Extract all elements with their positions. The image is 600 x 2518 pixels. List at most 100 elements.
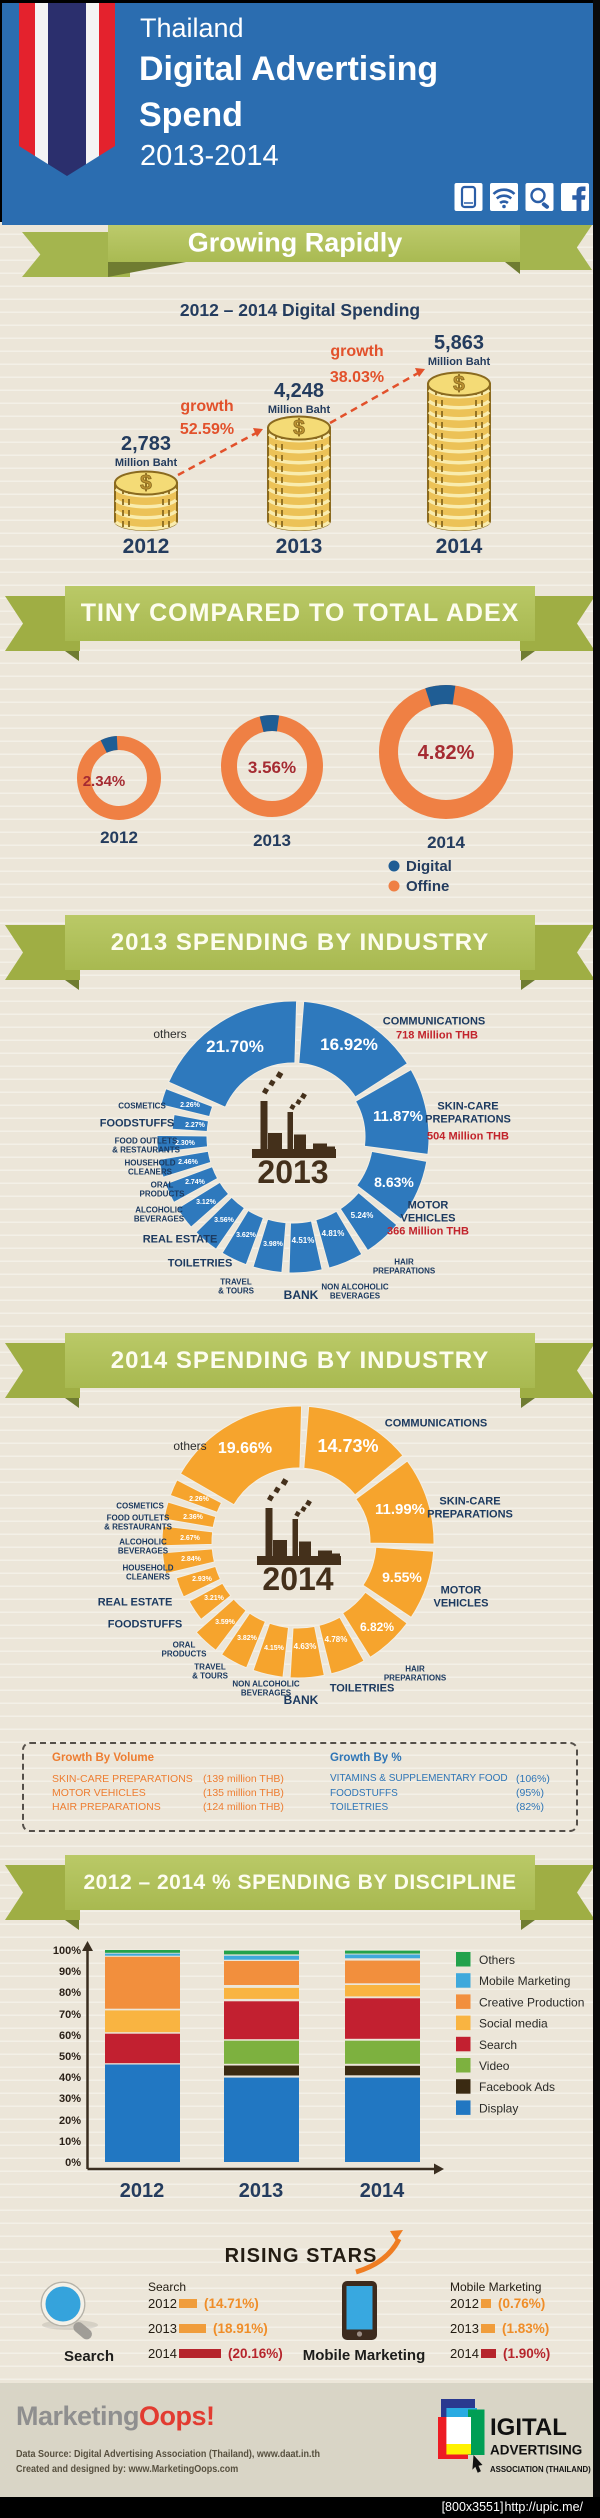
- svg-text:90%: 90%: [59, 1966, 81, 1978]
- svg-text:2.84%: 2.84%: [181, 1556, 202, 1563]
- svg-text:Facebook Ads: Facebook Ads: [479, 2080, 555, 2094]
- svg-text:Million Baht: Million Baht: [428, 356, 491, 368]
- svg-text:2014: 2014: [148, 2346, 177, 2361]
- svg-text:2.93%: 2.93%: [192, 1576, 213, 1583]
- svg-text:3.62%: 3.62%: [236, 1232, 257, 1239]
- svg-text:(18.91%): (18.91%): [213, 2321, 268, 2336]
- svg-text:100%: 100%: [53, 1945, 81, 1957]
- svg-text:Mobile Marketing: Mobile Marketing: [450, 2280, 541, 2294]
- svg-text:11.87%: 11.87%: [373, 1108, 423, 1125]
- svg-text:6.82%: 6.82%: [360, 1620, 394, 1634]
- svg-text:2.26%: 2.26%: [180, 1102, 201, 1109]
- svg-text:RISING STARS: RISING STARS: [225, 2245, 378, 2267]
- svg-text:2012: 2012: [100, 828, 138, 847]
- svg-text:2014: 2014: [360, 2180, 405, 2202]
- svg-text:5.24%: 5.24%: [351, 1211, 374, 1220]
- svg-text:9.55%: 9.55%: [382, 1569, 422, 1585]
- svg-text:52.59%: 52.59%: [180, 421, 234, 438]
- svg-text:3.12%: 3.12%: [196, 1199, 217, 1206]
- svg-text:growth: growth: [330, 343, 383, 360]
- svg-text:Search: Search: [148, 2280, 186, 2294]
- svg-text:2.34%: 2.34%: [83, 773, 126, 790]
- svg-text:Creative Production: Creative Production: [479, 1995, 584, 2009]
- svg-text:2012: 2012: [120, 2180, 165, 2202]
- svg-text:3.21%: 3.21%: [204, 1595, 225, 1602]
- svg-text:(1.83%): (1.83%): [502, 2321, 549, 2336]
- svg-text:4.51%: 4.51%: [292, 1236, 315, 1245]
- svg-text:2012: 2012: [148, 2296, 177, 2311]
- svg-text:21.70%: 21.70%: [206, 1037, 264, 1056]
- svg-text:Search: Search: [479, 2038, 517, 2052]
- svg-text:4.82%: 4.82%: [418, 742, 475, 764]
- svg-text:0%: 0%: [65, 2157, 81, 2169]
- svg-text:3.82%: 3.82%: [237, 1635, 258, 1642]
- svg-text:16.92%: 16.92%: [320, 1035, 378, 1054]
- svg-text:Offine: Offine: [406, 878, 449, 895]
- svg-text:2013: 2013: [276, 535, 323, 558]
- svg-text:2013: 2013: [148, 2321, 177, 2336]
- svg-text:50%: 50%: [59, 2051, 81, 2063]
- svg-text:2.67%: 2.67%: [180, 1535, 201, 1542]
- svg-text:2.27%: 2.27%: [185, 1122, 206, 1129]
- svg-text:Video: Video: [479, 2059, 510, 2073]
- svg-text:2014: 2014: [436, 535, 483, 558]
- svg-text:2014: 2014: [450, 2346, 479, 2361]
- svg-text:4.78%: 4.78%: [325, 1635, 348, 1644]
- svg-text:70%: 70%: [59, 2009, 81, 2021]
- svg-text:ASSOCIATION (THAILAND): ASSOCIATION (THAILAND): [490, 2465, 591, 2474]
- svg-text:growth: growth: [180, 398, 233, 415]
- svg-text:4.81%: 4.81%: [322, 1229, 345, 1238]
- svg-text:3.59%: 3.59%: [215, 1619, 236, 1626]
- svg-text:4.63%: 4.63%: [294, 1642, 317, 1651]
- svg-text:19.66%: 19.66%: [218, 1440, 272, 1457]
- svg-text:IGITAL: IGITAL: [490, 2414, 567, 2441]
- svg-text:2012: 2012: [450, 2296, 479, 2311]
- svg-text:2013: 2013: [239, 2180, 284, 2202]
- svg-text:2.26%: 2.26%: [189, 1496, 210, 1503]
- svg-text:3.56%: 3.56%: [248, 758, 296, 777]
- svg-text:Million Baht: Million Baht: [268, 404, 331, 416]
- svg-text:2013: 2013: [450, 2321, 479, 2336]
- svg-text:Social media: Social media: [479, 2017, 548, 2031]
- svg-text:Digital: Digital: [406, 858, 452, 875]
- svg-text:40%: 40%: [59, 2072, 81, 2084]
- svg-text:(20.16%): (20.16%): [228, 2346, 283, 2361]
- svg-text:4.15%: 4.15%: [264, 1645, 285, 1652]
- svg-text:ADVERTISING: ADVERTISING: [490, 2443, 582, 2458]
- svg-text:8.63%: 8.63%: [374, 1174, 414, 1190]
- svg-text:$: $: [293, 417, 305, 440]
- svg-text:(1.90%): (1.90%): [503, 2346, 550, 2361]
- svg-text:2,783: 2,783: [121, 433, 171, 455]
- svg-text:3.56%: 3.56%: [214, 1217, 235, 1224]
- svg-text:60%: 60%: [59, 2030, 81, 2042]
- svg-text:2013: 2013: [257, 1154, 328, 1190]
- svg-text:2013: 2013: [253, 831, 291, 850]
- svg-text:Display: Display: [479, 2101, 518, 2115]
- svg-text:2.74%: 2.74%: [185, 1179, 206, 1186]
- svg-text:Mobile Marketing: Mobile Marketing: [479, 1974, 570, 1988]
- svg-text:2014: 2014: [262, 1561, 333, 1597]
- svg-text:3.98%: 3.98%: [263, 1241, 284, 1248]
- svg-text:20%: 20%: [59, 2115, 81, 2127]
- svg-text:30%: 30%: [59, 2093, 81, 2105]
- svg-text:4,248: 4,248: [274, 380, 324, 402]
- svg-text:Others: Others: [479, 1953, 515, 1967]
- svg-text:(0.76%): (0.76%): [498, 2296, 545, 2311]
- svg-text:$: $: [453, 373, 465, 396]
- svg-text:Search: Search: [64, 2348, 114, 2365]
- svg-text:2.46%: 2.46%: [178, 1159, 199, 1166]
- svg-text:2.30%: 2.30%: [175, 1140, 196, 1147]
- svg-text:10%: 10%: [59, 2136, 81, 2148]
- svg-text:$: $: [140, 472, 152, 495]
- svg-text:Million Baht: Million Baht: [115, 457, 178, 469]
- svg-text:11.99%: 11.99%: [375, 1501, 425, 1518]
- svg-text:5,863: 5,863: [434, 332, 484, 354]
- svg-text:(14.71%): (14.71%): [204, 2296, 259, 2311]
- svg-text:14.73%: 14.73%: [317, 1436, 378, 1456]
- svg-text:80%: 80%: [59, 1987, 81, 1999]
- svg-text:38.03%: 38.03%: [330, 369, 384, 386]
- svg-text:2012: 2012: [123, 535, 170, 558]
- svg-text:Mobile Marketing: Mobile Marketing: [303, 2347, 426, 2364]
- svg-text:2.36%: 2.36%: [183, 1514, 204, 1521]
- svg-text:2014: 2014: [427, 833, 465, 852]
